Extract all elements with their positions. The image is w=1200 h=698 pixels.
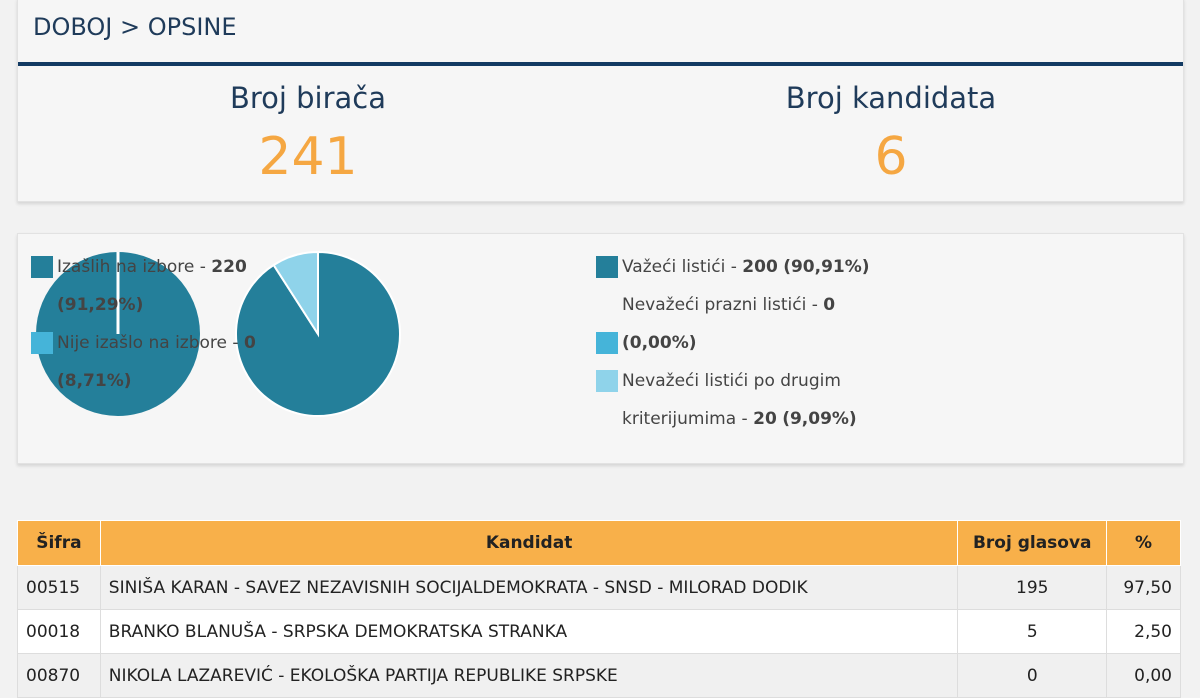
stat: Broj kandidata 6 [641,81,1141,187]
legend-percent: (91,29%) [57,295,144,315]
table-cell: 00870 [17,653,101,698]
legend-count: 0 [243,333,256,353]
table-cell: 00515 [17,565,101,610]
table-cell: 0,00 [1106,653,1181,698]
pie-chart [36,252,200,416]
legend-count: 200 [742,257,778,277]
legend-item: Nevažeći prazni listići - 0 (0,00%) [596,286,876,362]
stat-value: 6 [874,127,908,187]
column-header: Šifra [17,520,101,566]
pie-chart [235,250,401,417]
legend: Izašlih na izbore - 220 (91,29%) Nije iza… [31,248,311,400]
page: DOBOJ > OPSINE Broj birača 241 Broj kandid… [17,0,1184,698]
column-header: % [1106,520,1181,566]
legend-item: Izašlih na izbore - 220 (91,29%) [31,248,311,324]
pies-card: Izašlih na izbore - 220 (91,29%) Nije iza… [17,233,1184,464]
legend-swatch [596,256,618,278]
table-cell: 2,50 [1106,609,1181,654]
table-cell: 97,50 [1106,565,1181,610]
divider [18,62,1183,66]
legend-count: 220 [211,257,247,277]
table-cell: NIKOLA LAZAREVIĆ - EKOLOŠKA PARTIJA REPU… [99,653,959,698]
table-cell: SINIŠA KARAN - SAVEZ NEZAVISNIH SOCIJALD… [99,565,959,610]
results-table: Šifra Kandidat Broj glasova% 00515 SINIŠA KA… [17,520,1181,698]
legend-swatch [31,256,53,278]
legend-item: Nevažeći listići po drugim kriterijumima… [596,362,876,438]
table-cell: 5 [957,609,1108,654]
legend-item: Važeći listići - 200 (90,91%) [596,248,876,286]
legend-percent: (8,71%) [57,371,132,391]
legend: Važeći listići - 200 (90,91%) Nevažeći pr… [596,248,876,438]
legend-label: Nevažeći prazni listići - [622,295,818,315]
summary-card: DOBOJ > OPSINE Broj birača 241 Broj kandid… [17,0,1184,202]
legend-percent: (90,91%) [783,257,870,277]
stat-label: Broj birača [229,81,387,115]
stat-value: 241 [258,127,358,187]
column-header: Broj glasova [957,520,1108,566]
table-row: 00870 NIKOLA LAZAREVIĆ - EKOLOŠKA PARTIJA… [17,653,1181,698]
legend-item: Nije izašlo na izbore - 0 (8,71%) [31,324,311,400]
pie-slice [272,250,319,338]
legend-label: Izašlih na izbore - [57,257,206,277]
column-header: Kandidat [99,520,959,566]
legend-swatch [31,332,53,354]
table-cell: BRANKO BLANUŠA - SRPSKA DEMOKRATSKA STRA… [99,609,959,654]
legend-count: 20 [753,409,777,429]
legend-label: Nije izašlo na izbore - [57,333,239,353]
legend-swatch [596,332,618,354]
table-cell: 195 [957,565,1108,610]
breadcrumb[interactable]: DOBOJ > OPSINE [33,13,237,41]
table-cell: 0 [957,653,1108,698]
legend-swatch [596,370,618,392]
legend-label: Važeći listići - [622,257,737,277]
stat: Broj birača 241 [58,81,558,187]
table-cell: 00018 [17,609,101,654]
table-row: 00515 SINIŠA KARAN - SAVEZ NEZAVISNIH SOC… [17,565,1181,610]
table-row: 00018 BRANKO BLANUŠA - SRPSKA DEMOKRATSKA… [17,609,1181,654]
legend-count: 0 [823,295,836,315]
legend-percent: (9,09%) [782,409,857,429]
legend-label: Nevažeći listići po drugim kriterijumima… [622,371,841,429]
legend-percent: (0,00%) [622,333,697,353]
stat-label: Broj kandidata [785,81,997,115]
